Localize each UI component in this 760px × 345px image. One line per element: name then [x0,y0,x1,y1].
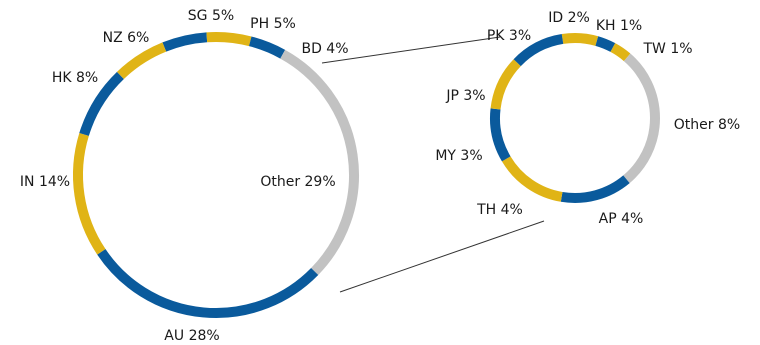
ring-0-label-sg: SG 5% [188,8,234,24]
ring-1-segment-jp [490,59,521,110]
connector-lines [321,36,545,293]
ring-0-label-in: IN 14% [20,174,70,190]
ring-1-label-tw: TW 1% [642,41,692,57]
ring-0-segment-nz [116,42,167,80]
ring-0-label-bd: BD 4% [301,41,348,57]
ring-1-segment-tw [610,43,631,62]
ring-0-segment-bd [248,36,286,59]
ring-1-segment-kh [595,36,616,52]
ring-1-label-th: TH 4% [476,202,523,218]
ring-0-segment-hk [79,71,124,136]
ring-0-label-nz: NZ 6% [103,30,150,46]
detail-ring [490,33,660,203]
ring-1-segment-th [501,156,563,202]
ring-0-segment-sg [162,32,208,52]
ring-1-label-other: Other 8% [674,117,740,133]
main-ring [73,32,359,318]
ring-1-label-my: MY 3% [435,148,482,164]
ring-0-label-other: Other 29% [260,174,335,190]
ring-1-label-kh: KH 1% [596,18,642,34]
ring-0-label-au: AU 28% [164,328,219,344]
ring-0-segment-in [73,132,106,255]
connector-line-bottom [339,220,545,293]
ring-1-segment-id [561,33,599,46]
ring-1-segment-other [623,53,660,184]
ring-0-segment-au [97,249,319,318]
ring-1-segment-pk [513,34,564,67]
slice-labels: SG 5% PH 5% BD 4% Other 29% AU 28% IN 14% HK 8… [20,8,740,344]
ring-1-segment-my [490,108,511,162]
ring-0-label-ph: PH 5% [250,16,296,32]
connector-line-top [321,36,501,64]
ring-0-segment-other [280,49,359,275]
ring-1-segment-ap [560,175,630,203]
ring-1-label-jp: JP 3% [445,88,485,104]
ring-0-label-hk: HK 8% [52,70,98,86]
ring-1-label-id: ID 2% [548,10,590,26]
ring-0-segment-ph [206,32,252,47]
ring-1-label-pk: PK 3% [487,28,531,44]
ring-1-label-ap: AP 4% [599,211,644,227]
